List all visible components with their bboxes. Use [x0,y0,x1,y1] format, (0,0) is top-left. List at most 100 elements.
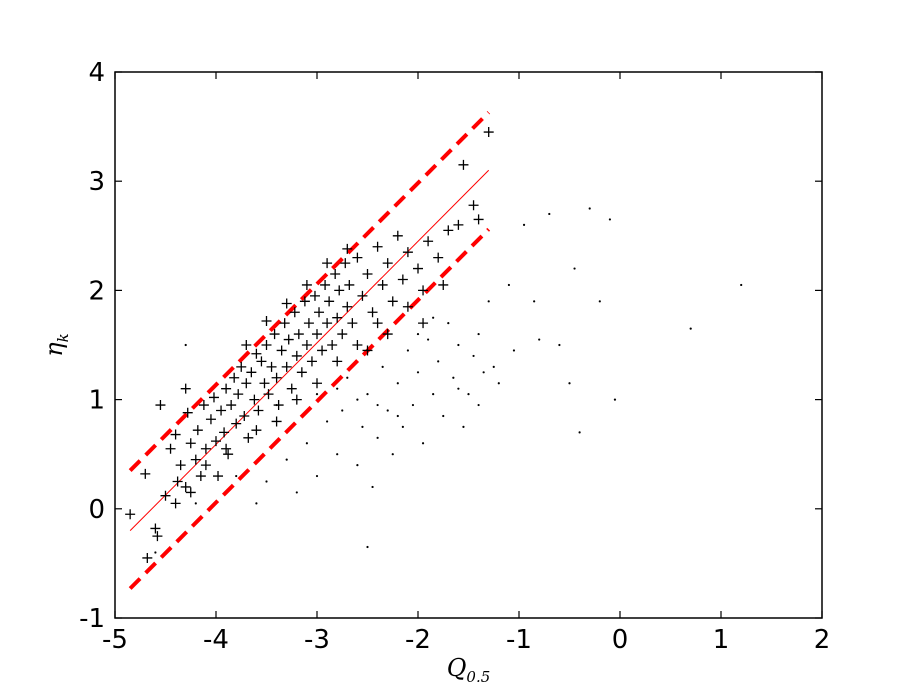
dot-point [295,491,298,494]
dot-point [477,403,480,407]
dot-point [608,218,612,221]
fit-line [129,169,490,531]
plus-point [253,405,264,416]
dot-point [235,474,238,478]
plus-point [251,425,262,436]
plus-point [281,361,292,372]
plus-point [241,340,252,350]
plus-point [317,345,328,356]
plus-point [239,410,250,421]
plus-point [279,318,290,329]
plus-point [332,356,343,367]
plus-point [413,263,423,274]
dot-point [533,300,536,303]
dot-point [538,338,541,341]
plus-point [283,334,294,345]
dot-point [315,393,319,396]
x-tick-label: 1 [713,625,730,655]
plus-point [309,290,320,301]
axis-ticks [114,71,823,619]
plus-point [377,279,388,290]
plus-point [249,394,260,405]
plus-point [219,427,230,438]
plus-point [296,367,307,378]
plus-point [402,301,413,312]
fit-line-layer [129,169,490,531]
plus-point [213,471,224,482]
plus-point [205,414,216,425]
plus-point [155,400,166,411]
dot-point [689,327,692,330]
dot-point [356,464,359,467]
plus-point [362,269,373,280]
dot-point [472,354,475,358]
plus-point [473,214,484,225]
dot-point [376,403,379,407]
plus-point [180,383,191,394]
dot-point [573,267,576,270]
plus-point [233,389,244,400]
plus-point [322,258,333,269]
plus-point [367,307,378,318]
x-tick-label: -5 [102,625,128,655]
plus-point [182,407,193,418]
plus-point [216,405,227,416]
plus-point [261,340,272,350]
dot-point [568,382,571,385]
plus-point [231,418,242,429]
bound-line [128,227,491,590]
dot-point [184,343,187,347]
dot-point [391,453,394,456]
plus-point [185,438,196,449]
plus-point [303,318,314,329]
plus-point [236,361,247,372]
plus-point [418,318,429,329]
dot-point [326,420,329,423]
plus-point [357,290,368,301]
plus-point [433,252,444,263]
data-points [125,127,743,563]
dot-point [386,409,389,412]
dot-point [336,453,339,456]
y-axis-title-main: η [40,342,68,357]
x-axis-title-subscript: 0.5 [466,668,490,686]
plus-point [269,329,280,340]
dot-point [154,551,157,554]
dot-point [558,343,561,347]
dot-point [497,382,500,385]
plus-point [289,307,300,318]
y-axis-title-subscript: k [54,333,72,342]
dot-point [578,431,581,434]
plus-point [392,230,403,241]
plus-point [327,340,338,350]
dot-point [492,365,495,368]
dot-point [740,283,743,287]
plus-point [271,372,282,383]
plus-point [180,481,191,492]
dot-point [396,382,399,385]
plus-point [261,315,272,326]
dot-point [285,458,288,461]
plus-point [256,356,267,367]
plus-point [324,296,335,307]
x-tick-label: 0 [612,625,629,655]
dot-point [366,393,369,396]
plus-point [443,225,454,236]
dot-point [366,545,369,549]
plus-point [438,279,449,290]
x-tick-label: -4 [203,625,229,655]
plus-point [243,432,254,443]
plus-point [372,318,383,329]
plus-point [332,312,343,323]
plus-point [200,443,211,454]
dot-point [341,409,344,412]
dot-point [265,480,268,483]
y-tick-label: 1 [88,386,105,416]
plus-point [423,236,434,247]
dot-point [401,425,404,428]
plus-point [200,460,211,471]
dot-point [396,414,399,418]
plus-point [208,392,219,403]
plus-point [226,400,237,411]
plus-point [175,460,186,471]
